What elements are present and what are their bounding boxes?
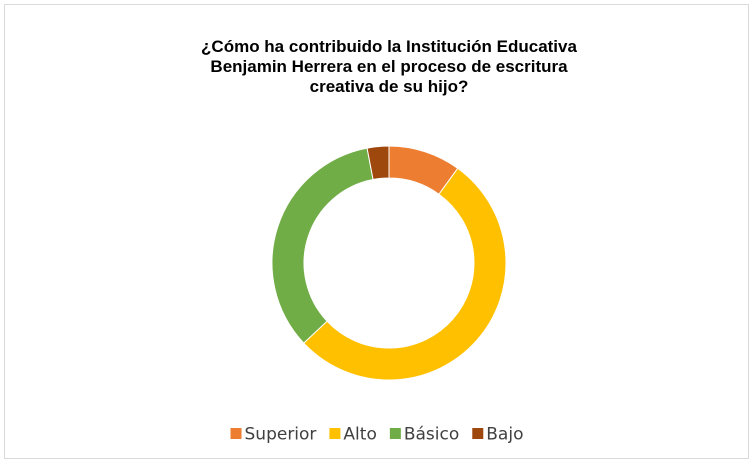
legend-swatch [230,428,242,439]
chart-title: ¿Cómo ha contribuido la Institución Educ… [201,37,577,56]
chart-title: creativa de su hijo? [310,77,469,96]
legend-label: Superior [245,425,317,445]
legend-label: Bajo [486,425,523,445]
pie-segment [366,145,390,181]
chart-title: Benjamin Herrera en el proceso de escrit… [210,57,568,76]
legend-label: Básico [404,425,459,445]
pie-segment [303,167,507,381]
chart-border [4,4,749,459]
legend-label: Alto [343,425,376,445]
legend-swatch [329,428,341,439]
legend-swatch [472,428,484,439]
legend-swatch [389,428,401,439]
